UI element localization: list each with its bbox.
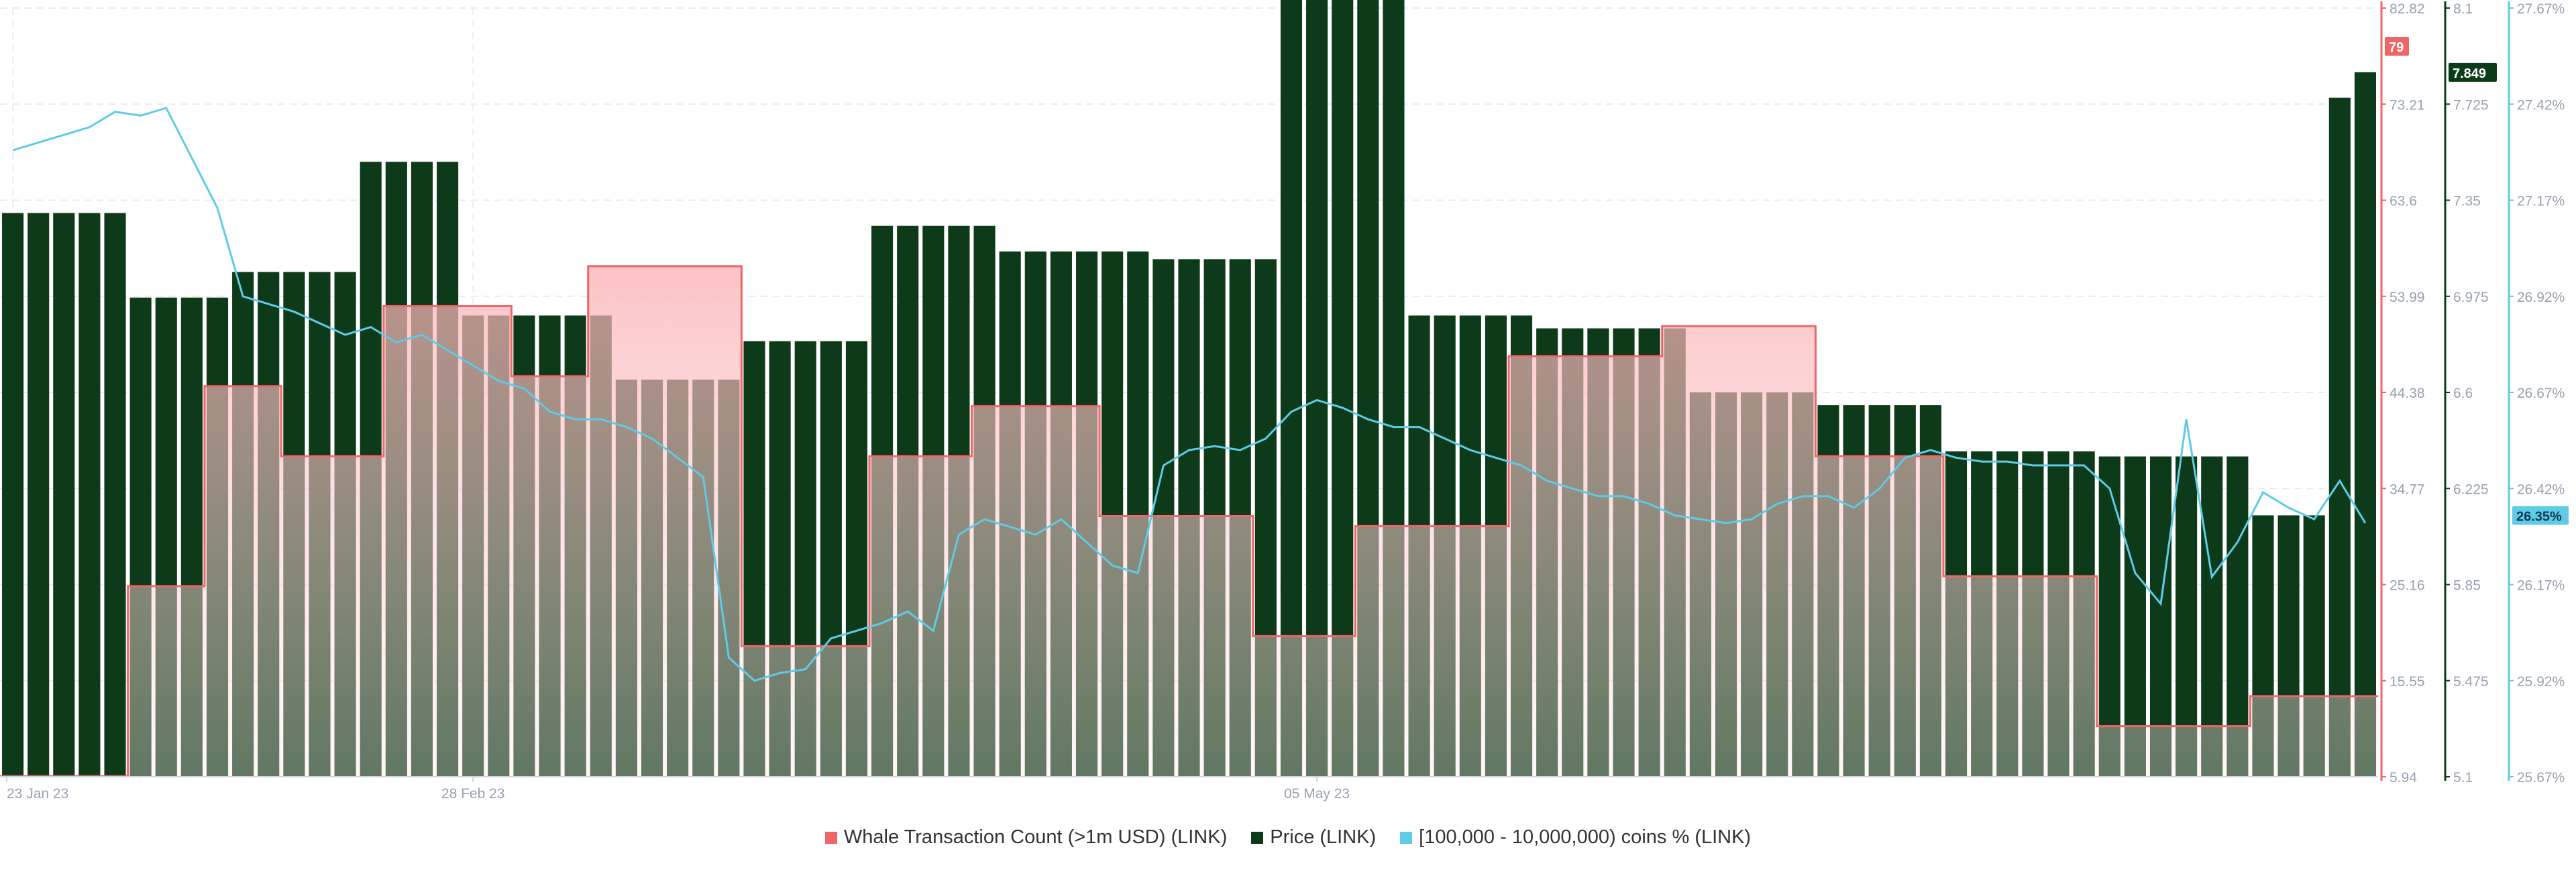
y-tick-label: 27.17%: [2517, 194, 2565, 209]
y-tick-label: 7.35: [2453, 194, 2481, 209]
y-tick-label: 53.99: [2390, 290, 2425, 305]
coins-line: [12, 107, 2367, 682]
legend-swatch-whale: [824, 831, 837, 844]
y-tick-label: 82.82: [2390, 1, 2425, 17]
y-tick-label: 6.6: [2453, 386, 2473, 401]
x-tick-label: 23 Jan 23: [7, 786, 68, 802]
price-bar: [53, 213, 75, 777]
legend-swatch-price: [1251, 831, 1264, 844]
y-tick-label: 44.38: [2390, 386, 2425, 401]
legend-label-price: Price (LINK): [1270, 826, 1377, 848]
y-tick-label: 25.67%: [2517, 770, 2565, 785]
current-value-badge: [2385, 36, 2409, 56]
y-tick-label: 26.92%: [2517, 290, 2565, 305]
whale-area-fill: [0, 266, 2378, 777]
price-bar: [2149, 456, 2172, 777]
y-tick-label: 6.225: [2453, 482, 2489, 497]
price-bar: [104, 213, 126, 777]
x-tick-label: 05 May 23: [1284, 786, 1350, 802]
price-bar: [2226, 456, 2249, 777]
axes: 82.82 73.21 63.6 53.99 44.38 34.77 25.16 15.55 5…: [0, 1, 2569, 802]
current-value-label: 7.849: [2453, 66, 2486, 81]
price-bar: [2328, 97, 2351, 777]
y-tick-label: 5.1: [2453, 770, 2473, 785]
y-tick-label: 7.725: [2453, 97, 2489, 113]
whale-area: [0, 265, 2378, 777]
price-bar: [78, 213, 101, 777]
current-value-badge: [2449, 62, 2497, 82]
y-tick-label: 5.94: [2390, 770, 2417, 785]
current-value-label: 26.35%: [2516, 509, 2562, 524]
coins-line-path: [12, 107, 2367, 682]
current-value-label: 79: [2389, 40, 2404, 55]
legend-swatch-coins: [1400, 831, 1413, 844]
y-tick-label: 73.21: [2390, 97, 2425, 113]
whale-area-line: [0, 265, 2378, 777]
y-tick-label: 5.475: [2453, 674, 2489, 690]
price-bar: [2201, 456, 2223, 777]
price-bar: [2124, 456, 2146, 777]
price-bar: [2176, 456, 2198, 777]
y-tick-label: 25.16: [2390, 578, 2425, 594]
price-bar: [2, 213, 24, 777]
y-tick-label: 8.1: [2453, 1, 2473, 17]
y-tick-label: 26.17%: [2517, 578, 2565, 594]
price-bar: [2354, 72, 2376, 777]
x-tick-label: 28 Feb 23: [441, 786, 505, 802]
legend-label-coins: [100,000 - 10,000,000) coins % (LINK): [1419, 826, 1752, 848]
y-tick-label: 26.67%: [2517, 386, 2565, 401]
y-tick-label: 26.42%: [2517, 482, 2565, 497]
y-tick-label: 15.55: [2390, 674, 2425, 690]
y-tick-label: 25.92%: [2517, 674, 2565, 690]
legend-item-price[interactable]: Price (LINK): [1251, 826, 1376, 849]
price-bar: [28, 213, 50, 777]
legend: Whale Transaction Count (>1m USD) (LINK)…: [0, 826, 2576, 849]
y-tick-label: 6.975: [2453, 290, 2489, 305]
y-tick-label: 63.6: [2390, 194, 2417, 209]
current-value-badge: [2512, 506, 2569, 525]
y-tick-label: 27.42%: [2517, 97, 2565, 113]
y-tick-label: 5.85: [2453, 578, 2481, 594]
legend-label-whale: Whale Transaction Count (>1m USD) (LINK): [843, 826, 1228, 848]
legend-item-whale[interactable]: Whale Transaction Count (>1m USD) (LINK): [824, 826, 1228, 849]
y-tick-label: 27.67%: [2517, 1, 2565, 17]
legend-item-coins[interactable]: [100,000 - 10,000,000) coins % (LINK): [1400, 826, 1751, 849]
y-tick-label: 34.77: [2390, 482, 2425, 497]
